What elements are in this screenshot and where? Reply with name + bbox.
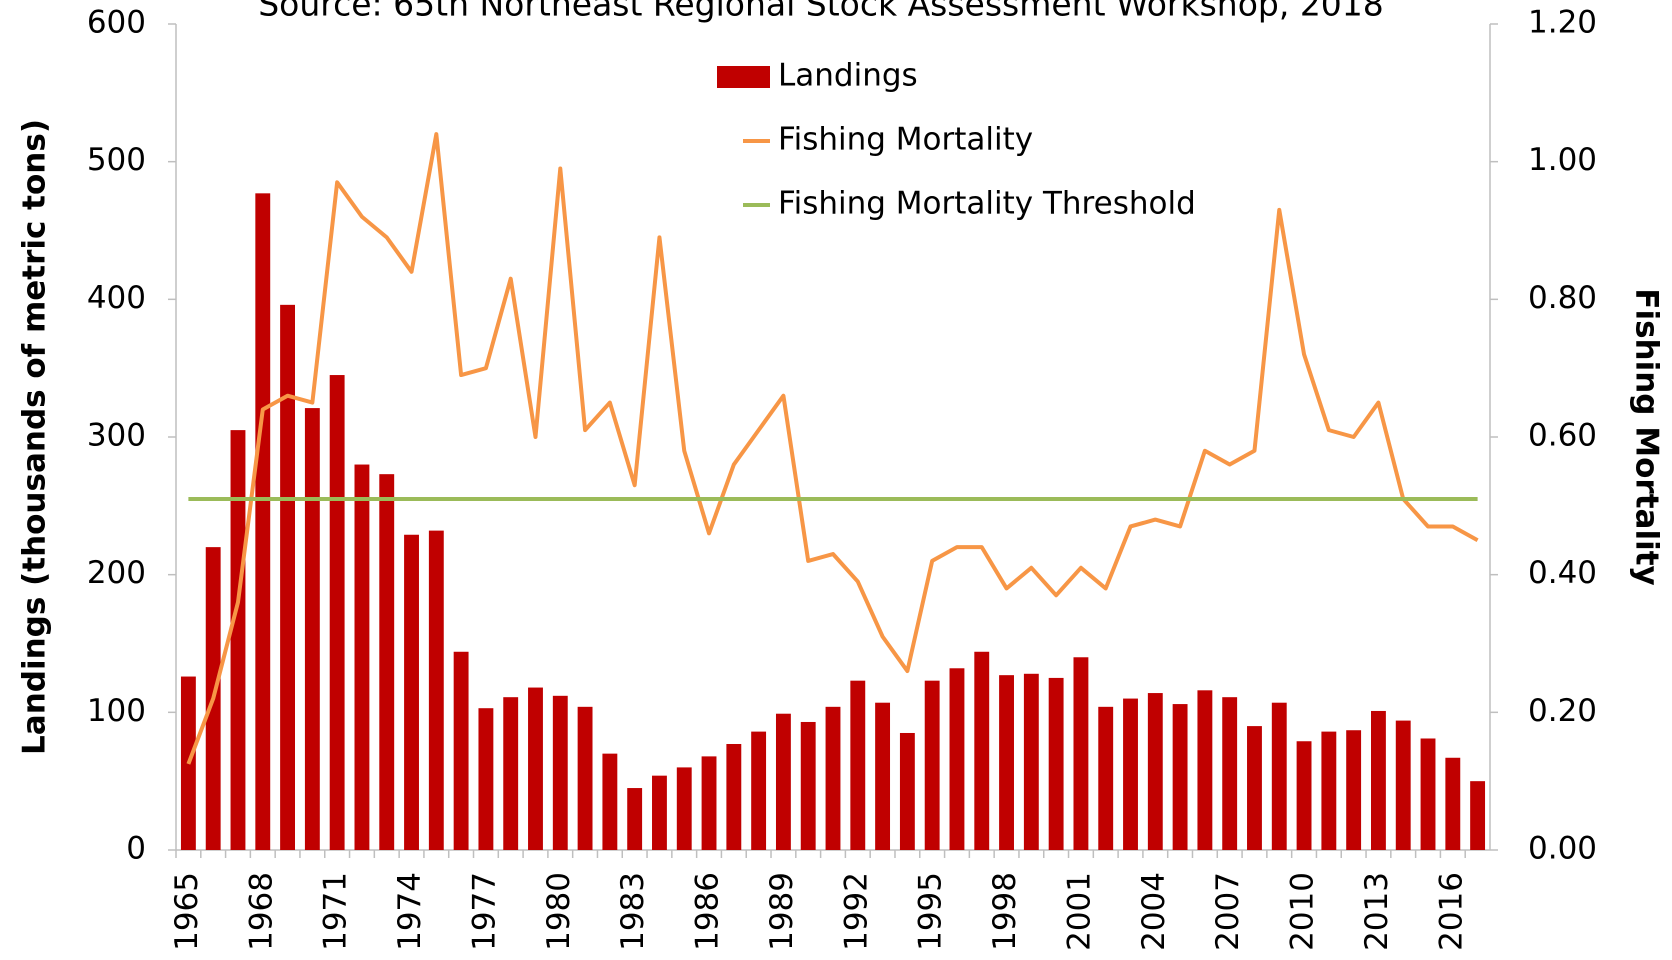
bar [999, 675, 1014, 850]
bar [1445, 757, 1461, 850]
y2-tick-label: 0.60 [1528, 418, 1597, 454]
y-tick-label: 100 [87, 693, 146, 729]
bar [1197, 690, 1213, 850]
bar [1147, 693, 1163, 850]
x-tick-label: 1983 [615, 872, 651, 951]
x-tick-label: 2010 [1285, 872, 1321, 951]
bar [1073, 657, 1089, 850]
bar [1346, 730, 1362, 850]
line [186, 132, 1479, 765]
bar [304, 408, 320, 850]
bar [255, 193, 271, 850]
x-tick-label: 2001 [1061, 872, 1097, 951]
chart-subtitle: Source: 65th Northeast Regional Stock As… [258, 0, 1384, 24]
bar [230, 430, 246, 850]
bar [949, 668, 965, 850]
x-tick-label: 1977 [466, 872, 502, 951]
bar [379, 474, 395, 850]
legend-label: Landings [778, 58, 918, 94]
bar [602, 753, 618, 850]
y-tick-label: 500 [87, 142, 146, 178]
bar [676, 767, 692, 850]
bar [428, 530, 444, 850]
x-tick-label: 1992 [838, 872, 874, 951]
bar [974, 651, 990, 850]
bar [701, 756, 717, 850]
bar [800, 721, 816, 850]
x-tick-label: 2013 [1359, 872, 1395, 951]
y2-tick-label: 0.00 [1528, 831, 1597, 867]
legend-label: Fishing Mortality [778, 122, 1033, 158]
bar [726, 743, 742, 850]
bar [478, 708, 494, 850]
x-tick-label: 1971 [318, 872, 354, 951]
bar [577, 706, 593, 850]
y2-axis-title: Fishing Mortality [1629, 288, 1665, 585]
legend-label: Fishing Mortality Threshold [778, 186, 1196, 222]
bar [280, 304, 296, 851]
x-tick-label: 1974 [392, 872, 428, 951]
bar [1271, 702, 1287, 850]
bar [1470, 781, 1486, 850]
y2-tick-label: 0.40 [1528, 555, 1597, 591]
x-tick-label: 1995 [913, 872, 949, 951]
legend-swatch [717, 66, 770, 88]
x-tick-label: 2007 [1210, 872, 1246, 951]
x-tick-label: 1968 [243, 872, 279, 951]
bar [1296, 741, 1312, 850]
x-tick-label: 1989 [764, 872, 800, 951]
bar [652, 775, 667, 850]
bar [404, 534, 419, 850]
y-axis-title: Landings (thousands of metric tons) [17, 119, 53, 755]
x-tick-label: 1965 [169, 872, 205, 951]
y-tick-label: 300 [87, 418, 146, 454]
bar [924, 680, 940, 850]
y-tick-label: 0 [126, 831, 146, 867]
bar [1420, 738, 1436, 850]
bar [1370, 710, 1386, 850]
bar [503, 697, 519, 850]
y2-tick-label: 0.20 [1528, 693, 1597, 729]
bar [329, 375, 345, 850]
y2-tick-label: 0.80 [1528, 280, 1597, 316]
bar [552, 695, 568, 850]
x-tick-label: 2004 [1136, 872, 1172, 951]
bar [775, 713, 791, 850]
bar [1048, 677, 1064, 850]
x-tick-label: 1998 [987, 872, 1023, 951]
bar [1395, 720, 1411, 850]
x-tick-label: 1980 [541, 872, 577, 951]
bar [899, 732, 915, 850]
y2-tick-label: 1.20 [1528, 5, 1597, 41]
bar [1222, 697, 1238, 850]
bar [751, 731, 767, 850]
y2-tick-label: 1.00 [1528, 142, 1597, 178]
y-tick-label: 600 [87, 5, 146, 41]
bar [1098, 706, 1114, 850]
x-tick-label: 1986 [690, 872, 726, 951]
bar [528, 687, 543, 850]
bar [875, 702, 891, 850]
bar [1321, 731, 1337, 850]
y-tick-label: 200 [87, 555, 146, 591]
bar [1023, 673, 1039, 850]
bar [627, 788, 643, 850]
bar [453, 651, 469, 850]
y-tick-label: 400 [87, 280, 146, 316]
x-tick-label: 2016 [1433, 872, 1469, 951]
bar [1172, 704, 1188, 850]
bar [825, 706, 841, 850]
bar [1123, 698, 1138, 850]
bar [354, 464, 370, 850]
bar [850, 680, 866, 850]
bar [1247, 726, 1262, 850]
